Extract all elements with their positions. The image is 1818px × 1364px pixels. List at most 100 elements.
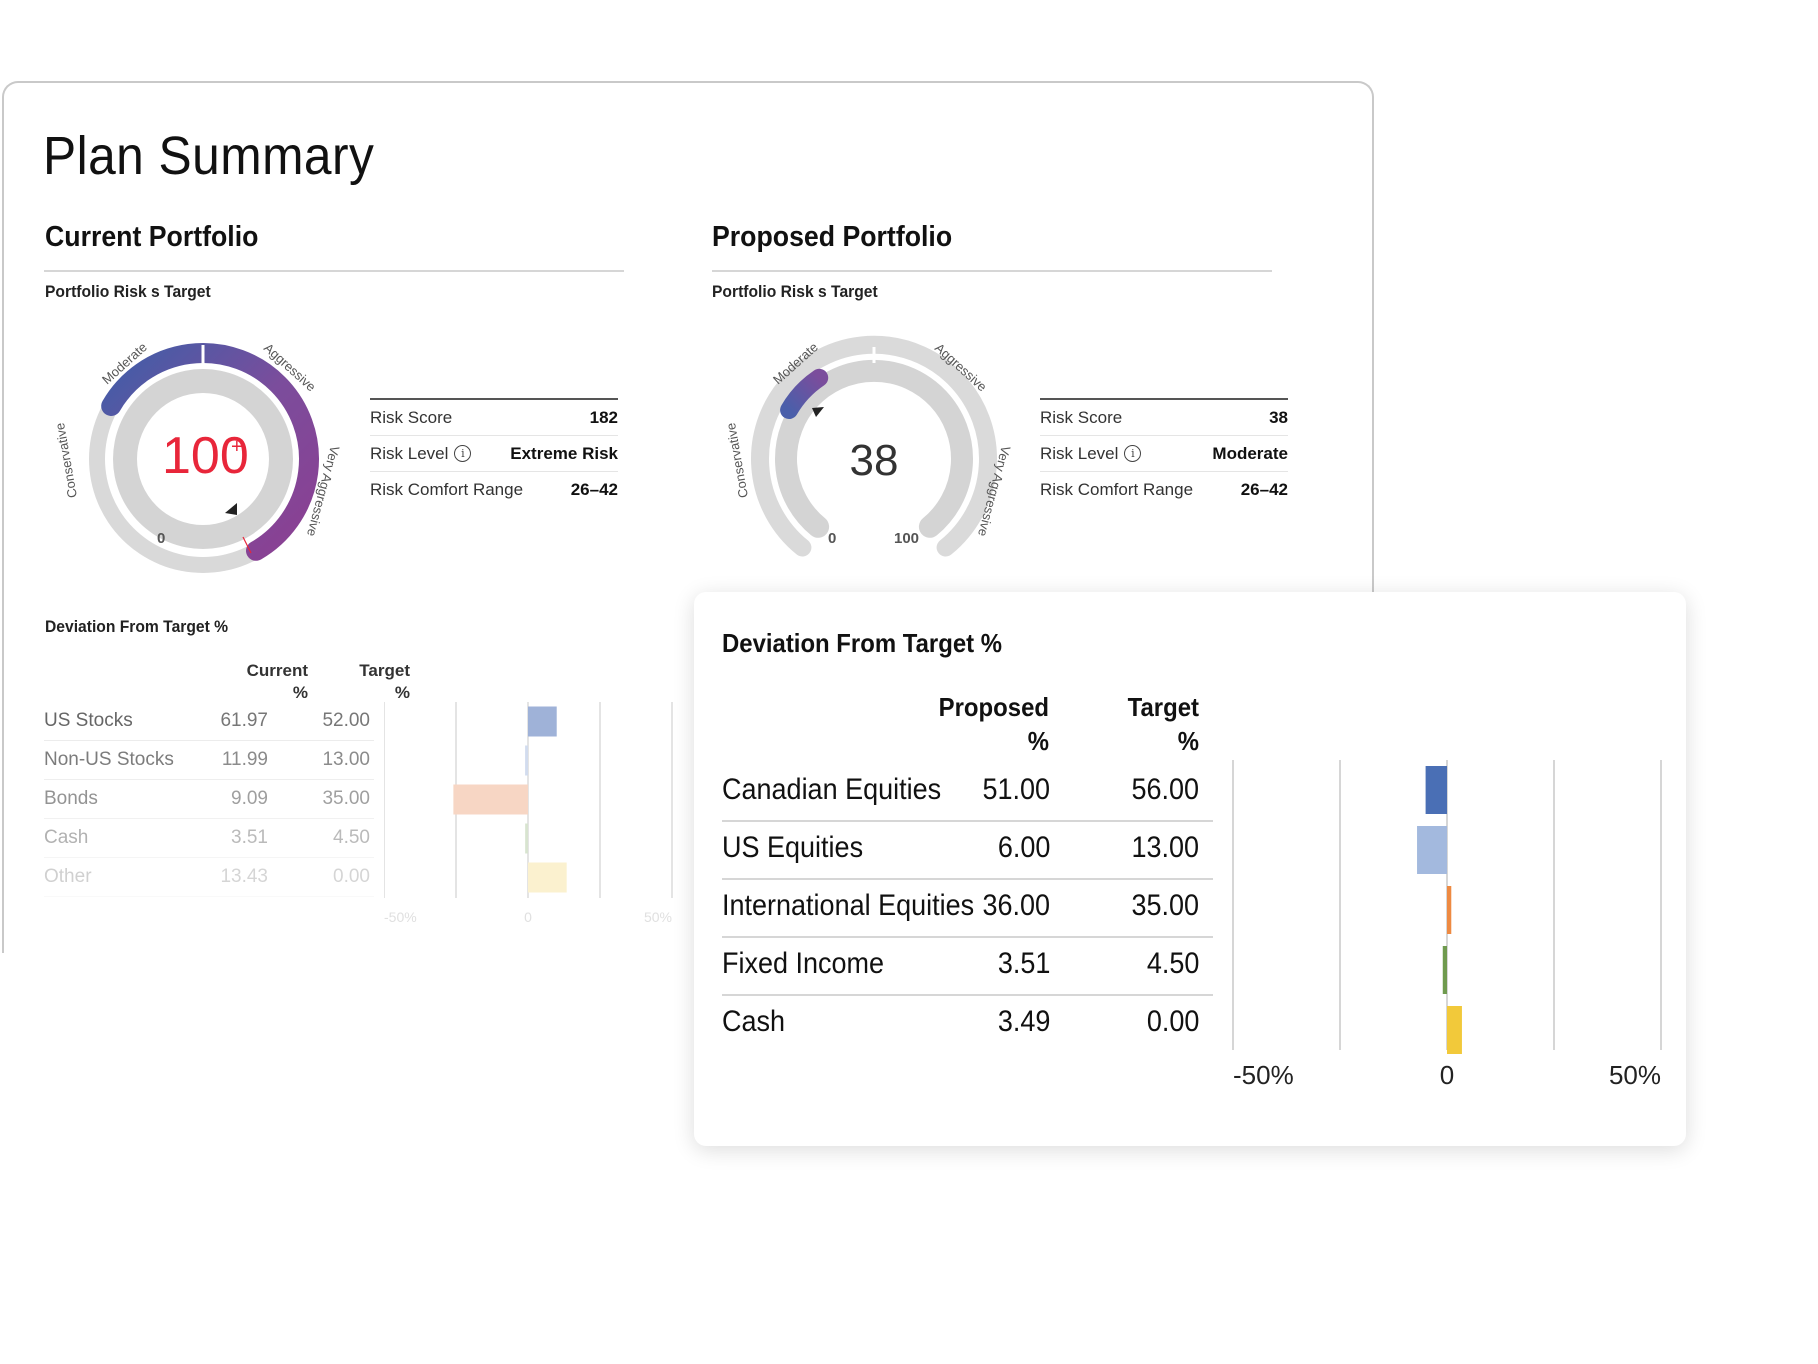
metric-label: Risk Comfort Range [370, 479, 524, 499]
gauge-zero-label: 0 [828, 530, 836, 547]
row-target: 4.50 [1146, 947, 1199, 980]
current-deviation-chart: -50% 0 50% [384, 702, 673, 925]
row-current: 13.43 [220, 866, 268, 887]
metric-row-risk-comfort-range: Risk Comfort Range 26–42 [1040, 472, 1288, 507]
metric-row-risk-comfort-range: Risk Comfort Range 26–42 [370, 472, 618, 507]
bar-international-equities [1447, 886, 1452, 934]
row-current: 11.99 [221, 749, 268, 770]
tick-label: -50% [1233, 1060, 1294, 1090]
info-icon[interactable]: i [454, 445, 472, 462]
row-name: International Equities [722, 889, 975, 922]
gauge-outer-track [751, 335, 997, 557]
row-target: 13.00 [1131, 831, 1199, 864]
gauge-pointer-icon [225, 503, 237, 515]
tick-label: 50% [644, 909, 672, 925]
current-risk-subheading: Portfolio Risk s Target [45, 282, 211, 301]
row-target: 13.00 [322, 749, 370, 770]
tick-label: 0 [1440, 1060, 1454, 1090]
gauge-center [137, 393, 269, 525]
gauge-score-marker [242, 536, 252, 554]
row-name: Non-US Stocks [44, 749, 174, 770]
table-row: Cash 3.51 4.50 [44, 819, 374, 858]
table-row: US Stocks 61.97 52.00 [44, 702, 374, 741]
metric-value: 182 [589, 407, 618, 427]
proposed-risk-subheading: Portfolio Risk s Target [712, 282, 878, 301]
tick-label: -50% [384, 909, 417, 925]
proposed-risk-metrics: Risk Score 38 Risk Level i Moderate Risk … [1040, 398, 1288, 507]
bar-other [528, 862, 567, 893]
row-name: Bonds [44, 788, 98, 809]
metric-value: Extreme Risk [510, 443, 618, 463]
bar-cash [525, 823, 528, 854]
proposed-portfolio-heading: Proposed Portfolio [712, 221, 953, 253]
bar-bonds [453, 784, 528, 815]
gauge-value: 38 [850, 436, 899, 485]
metric-label: Risk Score [370, 407, 453, 427]
row-proposed: 51.00 [982, 773, 1050, 806]
row-target: 35.00 [322, 788, 370, 809]
tick-label: 0 [524, 909, 532, 925]
row-current: 3.51 [231, 827, 268, 848]
proposed-divider [712, 270, 1272, 272]
metric-label: Risk Comfort Range [1040, 479, 1194, 499]
row-target: 35.00 [1131, 889, 1199, 922]
bar-cash [1447, 1006, 1462, 1054]
table-row: Canadian Equities 51.00 56.00 [722, 764, 1213, 822]
gauge-pointer-icon [812, 407, 824, 417]
tick-label: 50% [1609, 1060, 1661, 1090]
col-proposed-header: Proposed % [938, 692, 1049, 756]
proposed-deviation-card: Deviation From Target % Proposed % Targe… [694, 592, 1686, 1146]
metric-label: Risk Level [1040, 443, 1119, 463]
proposed-deviation-title: Deviation From Target % [722, 628, 1003, 658]
bar-us-stocks [528, 706, 557, 737]
row-name: Cash [722, 1005, 786, 1038]
gauge-max-label: 100 [894, 530, 919, 547]
metric-row-risk-score: Risk Score 182 [370, 400, 618, 436]
table-row: Non-US Stocks 11.99 13.00 [44, 741, 374, 780]
metric-value: 38 [1269, 407, 1288, 427]
bar-non-us-stocks [525, 745, 528, 776]
metric-value: 26–42 [1240, 479, 1288, 499]
col-target-header: Target % [359, 661, 410, 702]
bar-us-equities [1417, 826, 1447, 874]
metric-value: 26–42 [570, 479, 618, 499]
gauge-inner-track [775, 359, 973, 538]
gauge-value-suffix: + [231, 436, 243, 458]
gauge-value: 100 [162, 427, 249, 485]
row-name: Cash [44, 827, 89, 848]
row-target: 56.00 [1131, 773, 1199, 806]
metric-row-risk-level: Risk Level i Extreme Risk [370, 436, 618, 472]
row-target: 0.00 [1146, 1005, 1199, 1038]
row-name: US Stocks [44, 710, 133, 731]
info-icon[interactable]: i [1124, 445, 1142, 462]
table-row: Other 13.43 0.00 [44, 858, 374, 897]
bar-fixed-income [1442, 946, 1447, 994]
row-current: 61.97 [220, 710, 268, 731]
page-title: Plan Summary [43, 126, 375, 186]
proposed-deviation-chart: -50% 0 50% [1232, 760, 1662, 1090]
row-proposed: 3.51 [997, 947, 1050, 980]
metric-value: Moderate [1212, 443, 1288, 463]
table-row: Cash 3.49 0.00 [722, 996, 1213, 1052]
row-name: Other [44, 866, 92, 887]
row-target: 0.00 [333, 866, 370, 887]
row-proposed: 3.49 [997, 1005, 1050, 1038]
gauge-fill-arc [780, 368, 829, 419]
metric-row-risk-score: Risk Score 38 [1040, 400, 1288, 436]
metric-label: Risk Level [370, 443, 449, 463]
current-risk-gauge: 100 + 0 Conservative Moderate Aggressive… [55, 339, 343, 573]
row-proposed: 36.00 [982, 889, 1050, 922]
zone-conservative-label: Conservative [726, 422, 751, 499]
col-target-header: Target % [1127, 692, 1199, 756]
proposed-risk-gauge: 38 0 100 Conservative Moderate Aggressiv… [726, 335, 1014, 557]
row-name: US Equities [722, 831, 864, 864]
zone-conservative-label: Conservative [55, 422, 80, 499]
current-risk-metrics: Risk Score 182 Risk Level i Extreme Risk … [370, 398, 618, 507]
table-row: International Equities 36.00 35.00 [722, 880, 1213, 938]
row-current: 9.09 [231, 788, 268, 809]
row-target: 4.50 [333, 827, 370, 848]
metric-label: Risk Score [1040, 407, 1123, 427]
bar-canadian-equities [1425, 766, 1447, 814]
row-target: 52.00 [322, 710, 370, 731]
current-deviation-title: Deviation From Target % [45, 617, 229, 636]
